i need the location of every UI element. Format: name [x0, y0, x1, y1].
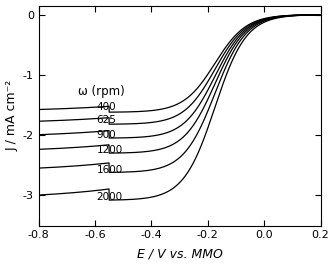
- Y-axis label: J / mA cm⁻²: J / mA cm⁻²: [6, 80, 18, 151]
- X-axis label: E / V vs. MMO: E / V vs. MMO: [137, 247, 222, 260]
- Text: 2000: 2000: [96, 192, 123, 202]
- Text: 1200: 1200: [96, 145, 123, 155]
- Text: 1600: 1600: [96, 165, 123, 174]
- Text: ω (rpm): ω (rpm): [78, 85, 125, 98]
- Text: 400: 400: [96, 102, 116, 113]
- Text: 625: 625: [96, 115, 116, 124]
- Text: 900: 900: [96, 130, 116, 140]
